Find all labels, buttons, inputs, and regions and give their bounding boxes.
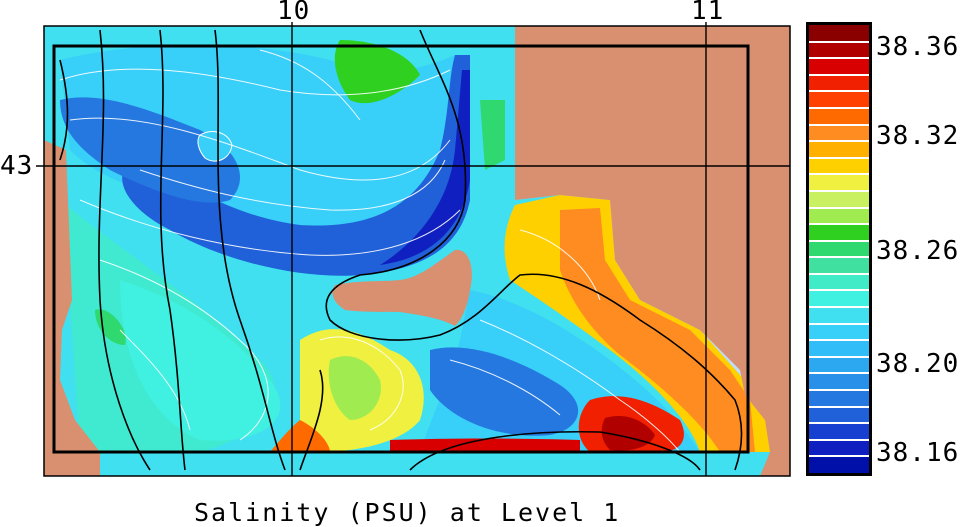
colorbar-band [809, 174, 869, 192]
lat-tick-43: 43 [0, 151, 34, 181]
colorbar-separator [809, 422, 869, 425]
colorbar-separator [809, 40, 869, 43]
colorbar-band [809, 224, 869, 242]
colorbar-band [809, 373, 869, 391]
lon-tick-11: 11 [691, 0, 725, 26]
colorbar-separator [809, 438, 869, 441]
colorbar-band [809, 157, 869, 175]
colorbar-separator [809, 339, 869, 342]
colorbar-band [809, 406, 869, 424]
colorbar-band [809, 91, 869, 109]
colorbar-separator [809, 140, 869, 143]
colorbar-separator [809, 206, 869, 209]
colorbar-tick-label: 38.36 [876, 32, 960, 62]
colorbar [806, 22, 872, 476]
colorbar-tick-label: 38.26 [876, 236, 960, 266]
salinity-field-green [95, 309, 126, 345]
colorbar-separator [809, 90, 869, 93]
colorbar-separator [809, 173, 869, 176]
salinity-field-cyan [120, 280, 281, 441]
colorbar-separator [809, 123, 869, 126]
salinity-field-red [390, 438, 580, 452]
colorbar-band [809, 456, 869, 473]
colorbar-band [809, 58, 869, 76]
colorbar-band [809, 390, 869, 408]
colorbar-separator [809, 306, 869, 309]
colorbar-separator [809, 405, 869, 408]
colorbar-separator [809, 389, 869, 392]
colorbar-band [809, 323, 869, 341]
salinity-field-red [601, 415, 655, 451]
colorbar-band [809, 240, 869, 258]
map-title: Salinity (PSU) at Level 1 [194, 498, 621, 527]
colorbar-band [809, 356, 869, 374]
colorbar-band [809, 439, 869, 457]
colorbar-tick-label: 38.20 [876, 349, 960, 379]
island-small [197, 131, 233, 162]
salinity-field-blue [122, 55, 470, 276]
colorbar-separator [809, 106, 869, 109]
isohaline-contours [59, 49, 681, 453]
colorbar-band [809, 423, 869, 441]
colorbar-band [809, 25, 869, 43]
colorbar-separator [809, 322, 869, 325]
colorbar-band [809, 190, 869, 208]
colorbar-band [809, 74, 869, 92]
colorbar-tick-label: 38.32 [876, 121, 960, 151]
colorbar-separator [809, 372, 869, 375]
colorbar-separator [809, 455, 869, 458]
colorbar-separator [809, 239, 869, 242]
colorbar-band [809, 124, 869, 142]
colorbar-separator [809, 272, 869, 275]
land-east [515, 26, 790, 476]
salinity-field-blue [380, 70, 470, 265]
colorbar-separator [809, 73, 869, 76]
colorbar-band [809, 290, 869, 308]
salinity-field-blue [60, 97, 240, 203]
colorbar-separator [809, 355, 869, 358]
salinity-field-green [328, 356, 381, 420]
colorbar-separator [809, 57, 869, 60]
colorbar-band [809, 107, 869, 126]
colorbar-separator [809, 223, 869, 226]
colorbar-separator [809, 289, 869, 292]
colorbar-band [809, 273, 869, 291]
colorbar-band [809, 307, 869, 325]
colorbar-band [809, 257, 869, 275]
salinity-field-green [480, 100, 505, 170]
graticule [36, 22, 790, 476]
colorbar-separator [809, 156, 869, 159]
colorbar-tick-label: 38.16 [876, 438, 960, 468]
colorbar-band [809, 340, 869, 358]
island [332, 249, 472, 326]
colorbar-separator [809, 189, 869, 192]
colorbar-band [809, 41, 869, 59]
nested-domain-box [52, 44, 750, 454]
colorbar-separator [809, 256, 869, 259]
salinity-field-blue [430, 347, 579, 436]
salinity-field-green [334, 40, 420, 104]
domain-frame [43, 25, 791, 477]
colorbar-band [809, 207, 869, 225]
land-west [44, 140, 100, 476]
lon-tick-10: 10 [277, 0, 311, 26]
colorbar-band [809, 141, 869, 159]
salinity-field-orange [270, 420, 330, 452]
bathymetry-lines [59, 29, 743, 471]
